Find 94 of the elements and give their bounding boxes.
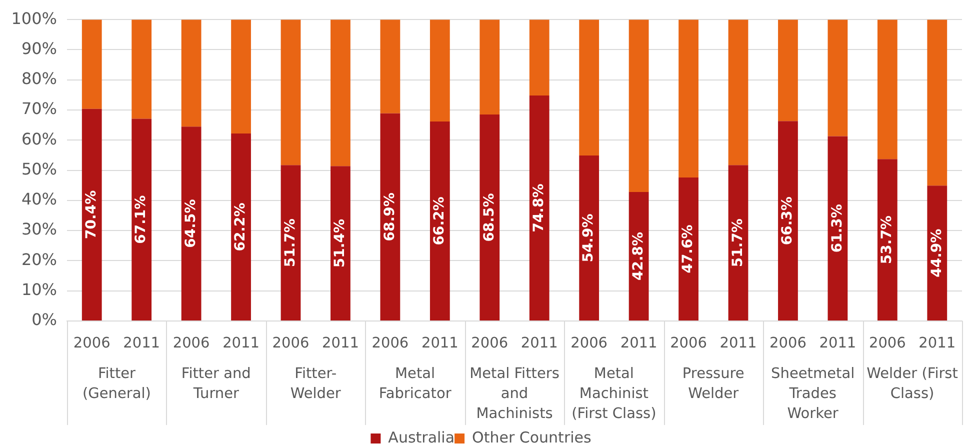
y-tick-label: 80%: [21, 69, 57, 88]
bar: [231, 134, 251, 320]
bar: [181, 20, 202, 127]
bar: [181, 126, 202, 320]
bar: [430, 20, 450, 122]
x-tick-label: 2006: [868, 335, 906, 352]
y-tick-label: 70%: [21, 99, 57, 118]
bar: [828, 20, 848, 136]
data-label: 66.3%: [780, 196, 796, 246]
bar: [579, 156, 600, 320]
bar: [877, 20, 898, 160]
text: Metal Fitters and Machinists: [470, 366, 560, 422]
x-tick-label: 2011: [322, 335, 359, 352]
bar: [82, 20, 102, 109]
bar: [380, 113, 400, 320]
bar: [529, 96, 550, 320]
bar: [82, 108, 102, 320]
x-tick-label: 2011: [918, 335, 956, 352]
x-tick-label: 2006: [372, 335, 409, 352]
data-label: 70.4%: [84, 190, 100, 239]
text: Welder (First Class): [866, 366, 958, 402]
bar: [231, 20, 251, 134]
x-tick-label: 2011: [720, 335, 757, 352]
data-label: 68.5%: [481, 193, 498, 242]
data-label: 54.9%: [580, 214, 597, 262]
y-tick-label: 60%: [21, 129, 57, 148]
bar: [927, 186, 948, 320]
data-label: 66.2%: [432, 196, 448, 246]
y-tick-label: 90%: [21, 38, 57, 58]
data-label: 51.7%: [730, 218, 746, 268]
bar: [778, 20, 798, 122]
x-tick-label: 2006: [770, 335, 806, 352]
y-tick-label: 40%: [21, 190, 57, 209]
x-tick-label: 2011: [421, 335, 458, 352]
bar: [430, 121, 450, 320]
bar: [828, 136, 848, 320]
bar: [678, 178, 698, 320]
x-tick-label: 2011: [620, 335, 658, 352]
data-label: 51.4%: [332, 219, 348, 268]
text: Metal Machinist (First Class): [572, 366, 656, 422]
bar: [529, 20, 550, 96]
data-label: 62.2%: [232, 202, 249, 252]
text: Sheetmetal Trades Worker: [771, 366, 855, 422]
text: Fitter and Turner: [181, 366, 251, 402]
bar: [678, 20, 698, 178]
text: Fitter-Welder: [290, 366, 341, 402]
bar: [280, 20, 301, 166]
x-tick-label: 2006: [670, 335, 707, 352]
data-label: 74.8%: [531, 184, 547, 232]
bar: [480, 20, 500, 115]
text: Pressure Welder: [682, 366, 744, 402]
data-label: 53.7%: [879, 216, 896, 264]
text: Metal Fabricator: [378, 366, 452, 402]
x-tick-label: 2011: [819, 335, 856, 352]
x-tick-label: 2006: [570, 335, 608, 352]
data-label: 47.6%: [680, 224, 696, 274]
x-tick-label: 2006: [172, 335, 210, 352]
bar: [330, 166, 350, 320]
x-tick-label: 2006: [471, 335, 508, 352]
data-label: 51.7%: [282, 218, 298, 268]
legend-label: Australia: [388, 428, 455, 446]
bar: [628, 20, 649, 192]
data-label: 64.5%: [182, 199, 199, 248]
x-tick-label: 2011: [520, 335, 558, 352]
bar: [380, 20, 400, 114]
bar: [728, 20, 748, 166]
data-label: 68.9%: [382, 192, 398, 242]
bar: [877, 159, 898, 320]
x-tick-label: 2006: [272, 335, 310, 352]
x-tick-label: 2006: [73, 335, 110, 352]
bar: [728, 165, 748, 320]
y-tick-label: 10%: [21, 280, 57, 300]
legend-label: Other Countries: [472, 428, 592, 446]
data-label: 44.9%: [928, 228, 945, 278]
y-tick-label: 30%: [21, 220, 57, 239]
y-tick-label: 20%: [21, 250, 57, 269]
bar: [330, 20, 350, 166]
bar: [132, 118, 152, 320]
bar: [628, 192, 649, 320]
bar: [579, 20, 600, 156]
data-label: 42.8%: [630, 232, 646, 281]
bar: [927, 20, 948, 186]
text: Fitter (General): [82, 366, 151, 402]
bar: [480, 114, 500, 320]
data-label: 61.3%: [829, 204, 846, 253]
bar: [280, 165, 301, 320]
bar: [132, 20, 152, 119]
y-tick-label: 100%: [11, 8, 57, 28]
y-tick-label: 50%: [21, 159, 57, 178]
x-tick-label: 2011: [222, 335, 260, 352]
y-tick-label: 0%: [32, 310, 57, 330]
data-label: 67.1%: [133, 195, 150, 244]
bar: [778, 121, 798, 320]
x-tick-label: 2011: [123, 335, 160, 352]
